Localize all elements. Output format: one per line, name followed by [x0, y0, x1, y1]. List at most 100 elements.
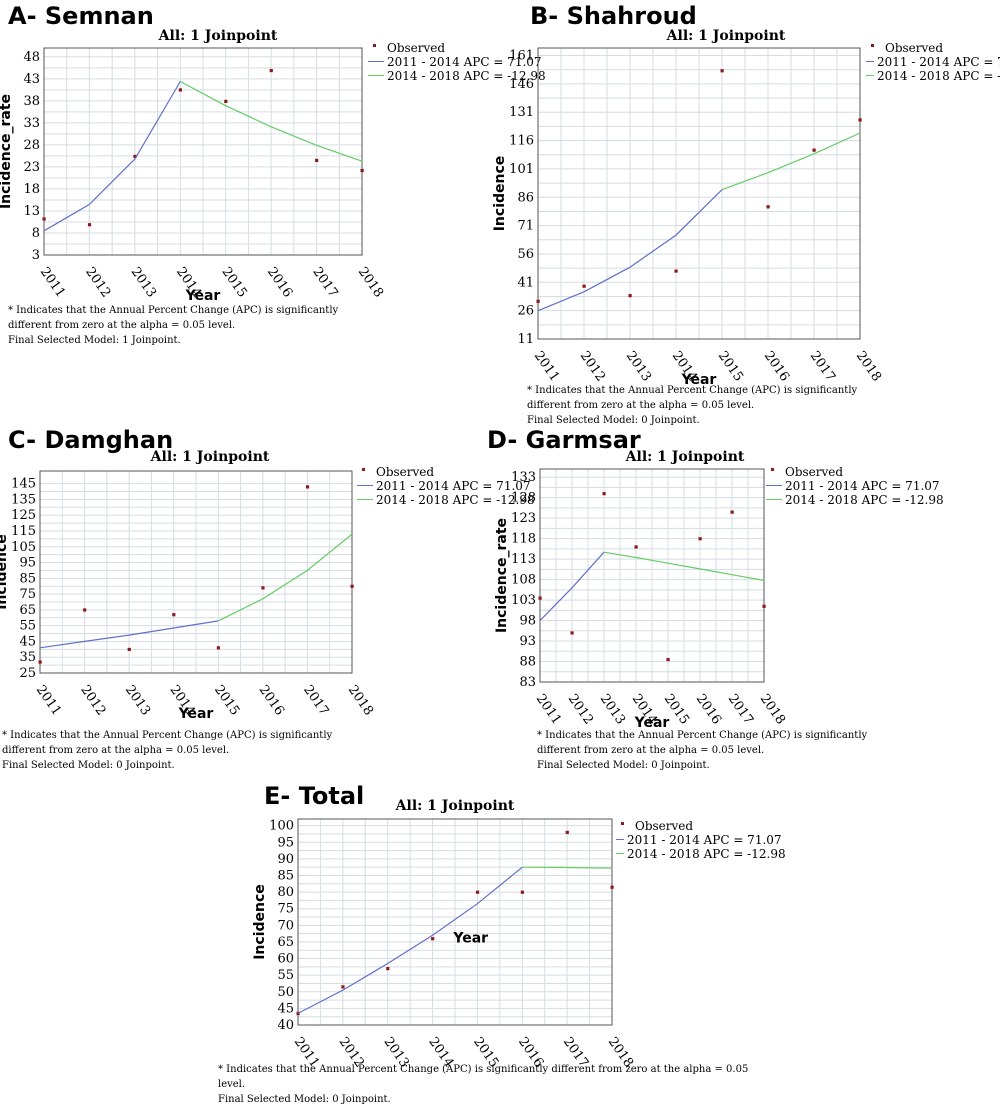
y-tick-label: 45	[277, 1001, 294, 1016]
series-line	[522, 866, 613, 869]
y-tick-label: 128	[511, 491, 536, 506]
series-line	[43, 81, 181, 232]
chart-title: All: 1 Joinpoint	[395, 798, 515, 814]
y-axis-ticks: 83 88 93 98 103 108 113 118 123 128 133	[511, 470, 536, 690]
y-tick-label: 3	[32, 248, 40, 263]
data-point	[178, 88, 182, 92]
x-axis-title: Year	[634, 715, 670, 731]
y-tick-label: 108	[511, 573, 536, 588]
footnote: * Indicates that the Annual Percent Chan…	[8, 305, 339, 346]
series-line	[180, 80, 363, 162]
legend-label: Observed	[785, 465, 844, 479]
y-tick-label: 116	[509, 134, 534, 149]
chart-legend: Observed 2011 - 2014 APC = 71.07 2014 - …	[766, 465, 944, 507]
series-line	[603, 551, 765, 581]
y-tick-label: 70	[277, 918, 294, 933]
panel-label: D- Garmsar	[487, 426, 641, 454]
legend-marker	[368, 44, 384, 52]
data-point	[720, 69, 724, 73]
plot-frame	[537, 47, 861, 340]
y-tick-label: 55	[19, 619, 36, 634]
y-tick-label: 8	[32, 226, 40, 241]
y-tick-label: 123	[511, 511, 536, 526]
data-point	[261, 586, 265, 590]
y-tick-label: 50	[277, 985, 294, 1000]
data-point	[858, 118, 862, 122]
legend-item-segment-2: 2014 - 2018 APC = -12.98	[616, 847, 786, 861]
data-point	[38, 660, 42, 664]
legend-item-observed: Observed	[368, 41, 546, 55]
y-tick-label: 85	[277, 868, 294, 883]
data-point	[570, 631, 574, 635]
legend-label: 2011 - 2014 APC = 71.07	[877, 55, 1000, 69]
y-tick-label: 60	[277, 952, 294, 967]
legend-marker	[357, 468, 373, 476]
legend-label: 2011 - 2014 APC = 71.07	[387, 55, 542, 69]
data-point	[216, 646, 220, 650]
grid	[298, 819, 612, 1026]
y-tick-label: 101	[509, 162, 534, 177]
y-axis-ticks: 11 26 41 56 71 86 101 116 131 146 161	[509, 49, 534, 347]
legend-marker	[866, 44, 882, 52]
y-tick-label: 25	[19, 666, 36, 681]
data-point	[812, 148, 816, 152]
legend-marker	[368, 58, 384, 66]
legend-label: 2011 - 2014 APC = 71.07	[627, 833, 782, 847]
y-axis-title: Incidence_rate	[494, 518, 510, 633]
y-tick-label: 45	[19, 634, 36, 649]
y-tick-label: 71	[517, 219, 534, 234]
y-tick-label: 83	[519, 675, 536, 690]
data-point	[538, 596, 542, 600]
chart-title: All: 1 Joinpoint	[666, 28, 786, 44]
y-tick-label: 118	[511, 532, 536, 547]
legend-item-segment-1: 2011 - 2014 APC = 71.07	[368, 55, 546, 69]
data-point	[666, 657, 670, 662]
data-point	[42, 217, 46, 221]
data-point	[360, 168, 364, 173]
y-tick-label: 56	[517, 247, 534, 262]
y-axis-title: Incidence	[0, 534, 10, 610]
panel-label: E- Total	[264, 782, 365, 810]
x-axis-title: Year	[185, 288, 221, 304]
y-tick-label: 85	[19, 571, 36, 586]
series-line	[39, 620, 219, 649]
y-tick-label: 145	[11, 477, 36, 492]
x-axis-title: Year	[681, 372, 717, 388]
legend-item-observed: Observed	[766, 465, 944, 479]
series-line	[721, 132, 861, 191]
data-point	[520, 890, 524, 894]
data-point	[766, 205, 770, 209]
legend-label: Observed	[885, 41, 944, 55]
x-axis-title: Year	[452, 931, 488, 947]
observed-points	[38, 485, 354, 664]
panel-label: B- Shahroud	[530, 2, 697, 30]
y-tick-label: 133	[511, 470, 536, 485]
legend-item-segment-1: 2011 - 2014 APC = 71.07	[357, 479, 535, 493]
plot-frame	[297, 818, 613, 1026]
legend-marker	[368, 72, 384, 80]
footnote: * Indicates that the Annual Percent Chan…	[2, 730, 333, 771]
data-point	[674, 269, 678, 273]
data-point	[565, 830, 569, 834]
chart-title: All: 1 Joinpoint	[150, 449, 270, 465]
footnote: * Indicates that the Annual Percent Chan…	[537, 730, 868, 771]
y-tick-label: 43	[23, 72, 40, 87]
chart-legend: Observed 2011 - 2014 APC = 71.07 2014 - …	[616, 819, 786, 861]
x-axis-title: Year	[178, 706, 214, 722]
legend-marker	[766, 468, 782, 476]
data-point	[431, 937, 435, 941]
y-tick-label: 98	[519, 614, 536, 629]
y-tick-label: 86	[517, 190, 534, 205]
y-tick-label: 103	[511, 593, 536, 608]
observed-points	[42, 68, 364, 227]
legend-item-segment-2: 2014 - 2018 APC = -12.98	[766, 493, 944, 507]
y-tick-label: 48	[23, 50, 40, 65]
data-point	[628, 294, 632, 298]
panel-label: A- Semnan	[8, 2, 154, 30]
y-tick-label: 11	[517, 332, 534, 347]
y-tick-label: 113	[511, 552, 536, 567]
